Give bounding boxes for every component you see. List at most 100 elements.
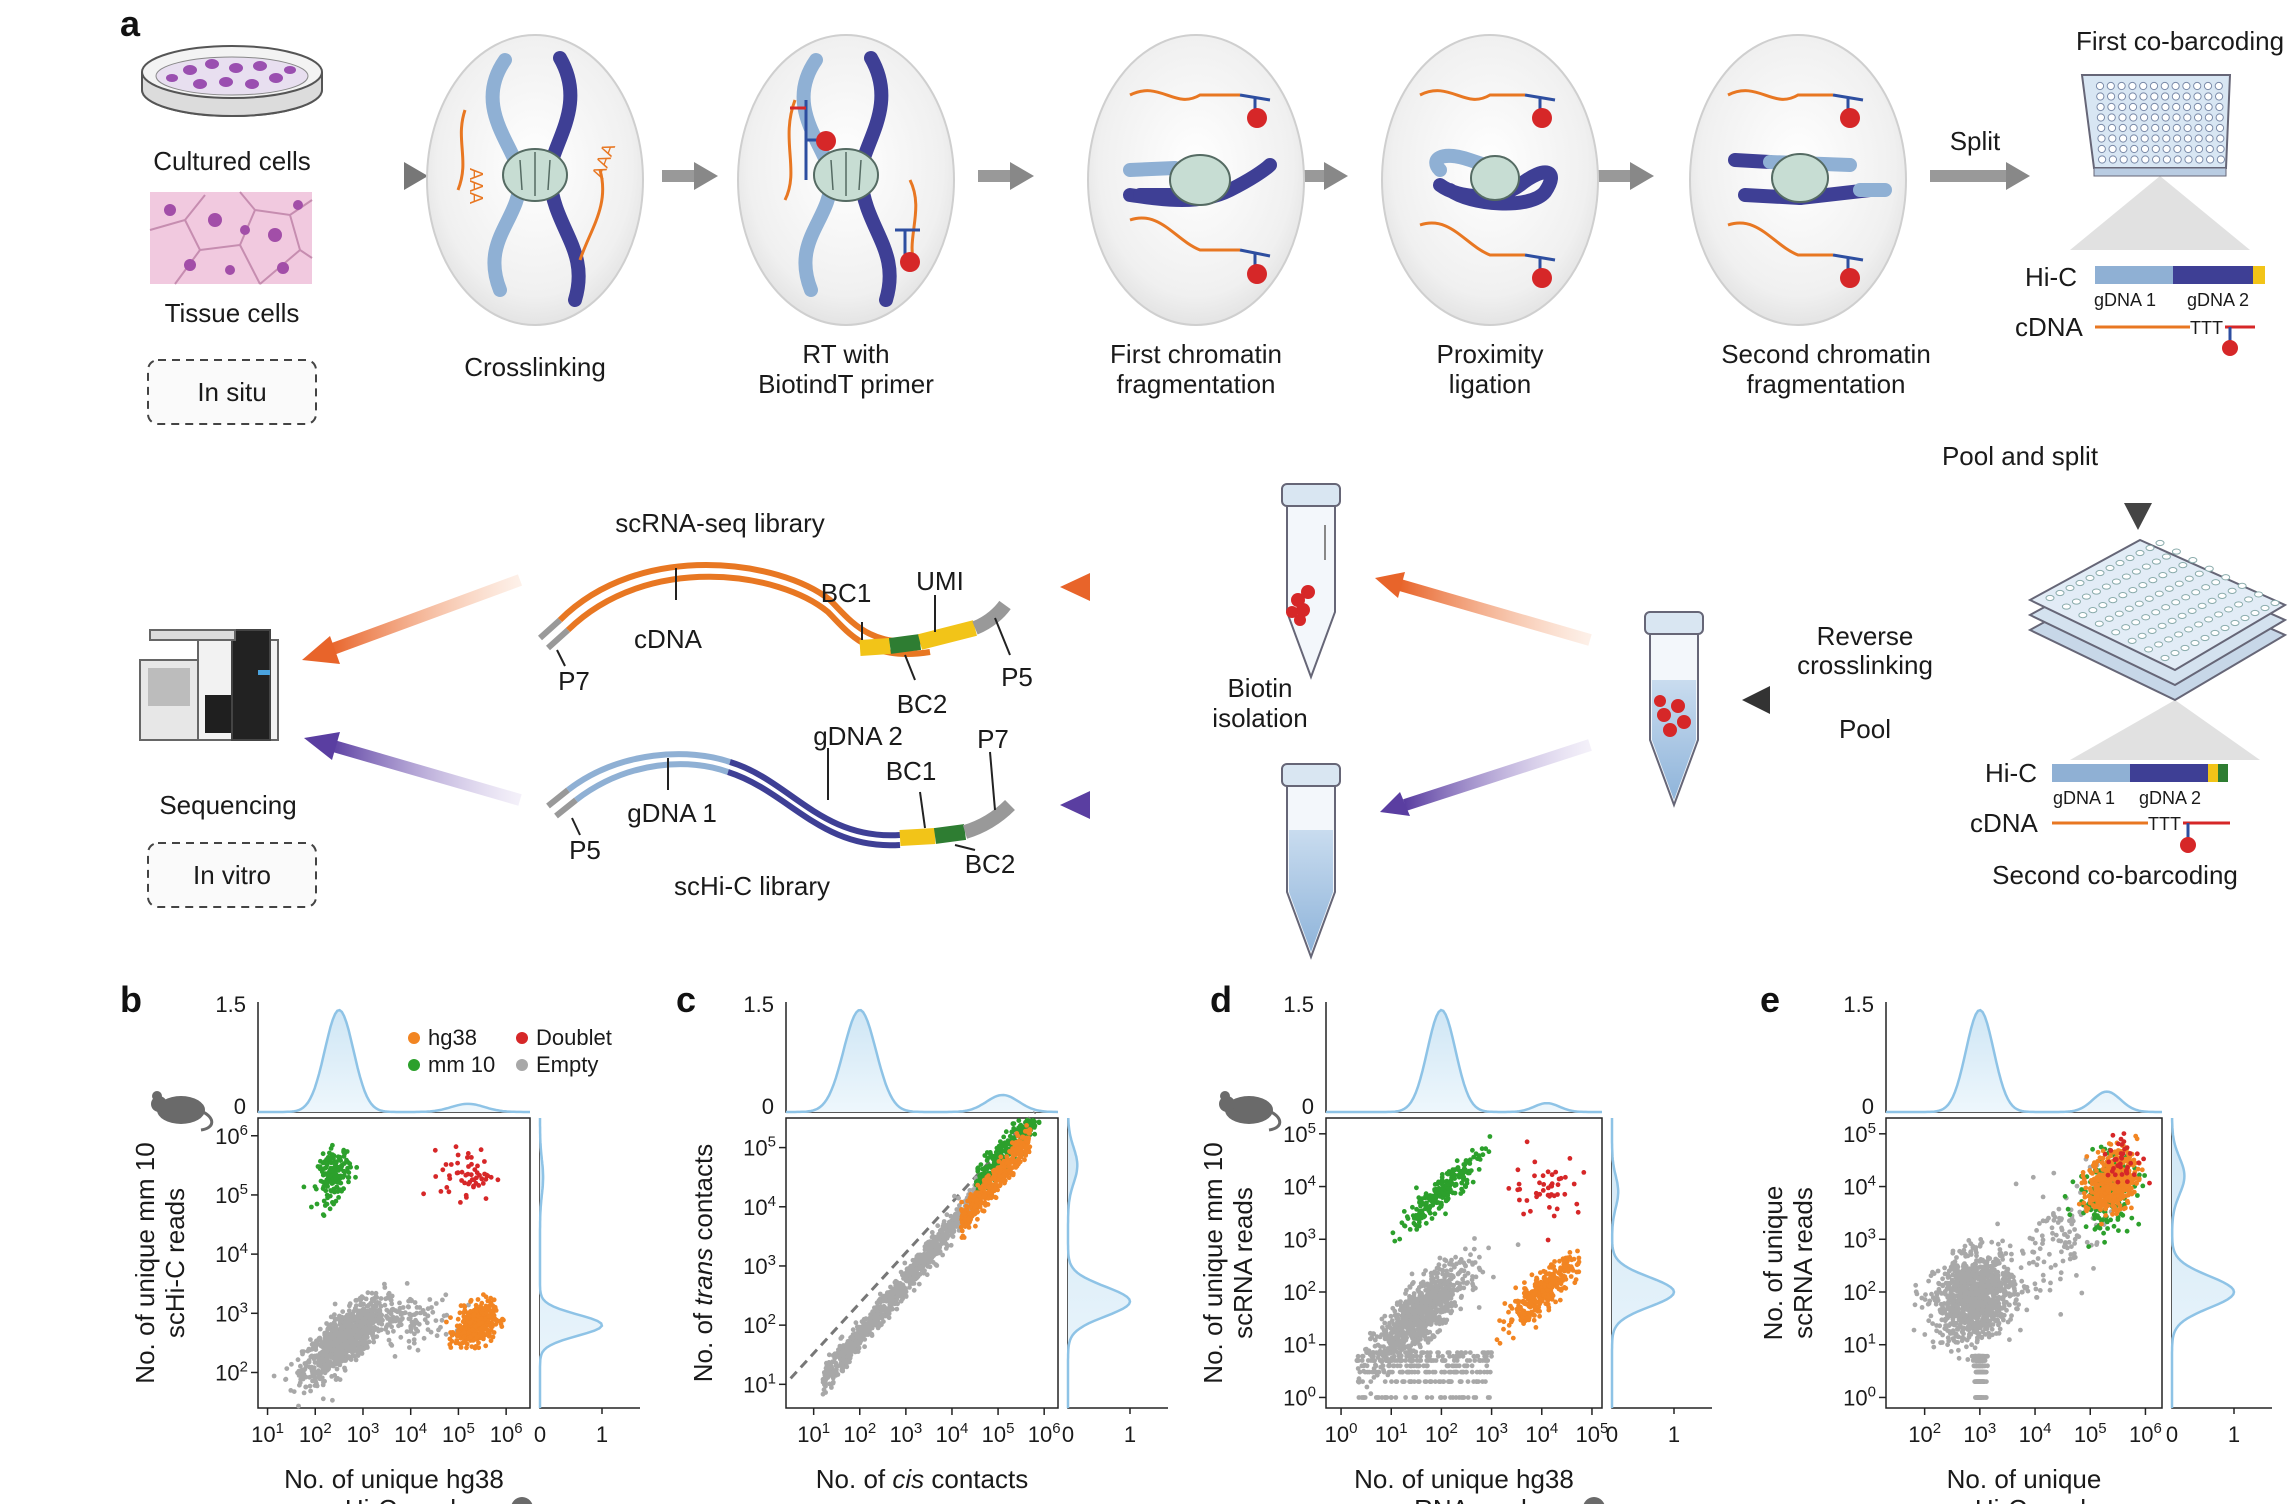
y-tick-label: 102 bbox=[1283, 1278, 1316, 1305]
well bbox=[2106, 81, 2115, 91]
point-doublet bbox=[482, 1159, 487, 1164]
schic-library-title: scHi-C library bbox=[674, 871, 830, 901]
point-doublet bbox=[488, 1174, 494, 1180]
x-axis-label: No. of unique hg38 bbox=[284, 1464, 504, 1494]
point-doublet bbox=[440, 1167, 446, 1173]
point-hg38 bbox=[967, 1210, 973, 1216]
frag2-label-line2: fragmentation bbox=[1747, 369, 1906, 399]
point-empty bbox=[1437, 1328, 1443, 1333]
well bbox=[2118, 592, 2128, 599]
point-empty bbox=[1462, 1273, 1468, 1279]
point-empty bbox=[1419, 1314, 1424, 1320]
point-hg38 bbox=[959, 1199, 964, 1205]
well bbox=[2151, 134, 2160, 143]
cultured-cells-label: Cultured cells bbox=[153, 146, 311, 176]
point-empty bbox=[943, 1246, 949, 1251]
well bbox=[2190, 639, 2200, 647]
point-empty bbox=[307, 1374, 312, 1380]
point-empty_grid bbox=[1397, 1358, 1402, 1363]
point-mm10 bbox=[1407, 1227, 1413, 1232]
well bbox=[2114, 610, 2124, 617]
right-density-tick: 0 bbox=[534, 1422, 546, 1447]
point-empty bbox=[409, 1297, 414, 1303]
point-empty_grid bbox=[1407, 1379, 1412, 1384]
right-density-axes bbox=[539, 1118, 640, 1409]
bc2-label-1: BC2 bbox=[897, 689, 948, 719]
point-hg38 bbox=[468, 1309, 473, 1314]
point-empty bbox=[443, 1292, 449, 1298]
point-empty bbox=[313, 1344, 319, 1350]
point-empty bbox=[1476, 1305, 1482, 1310]
well bbox=[2201, 584, 2211, 591]
point-empty bbox=[1409, 1327, 1415, 1333]
cdna-label-1: cDNA bbox=[2015, 312, 2084, 342]
point-hg38 bbox=[972, 1210, 978, 1215]
point-empty_grid bbox=[1471, 1353, 1477, 1359]
well bbox=[2217, 592, 2227, 599]
point-empty bbox=[1455, 1271, 1461, 1277]
point-empty_grid bbox=[1403, 1358, 1408, 1363]
point-empty bbox=[309, 1342, 315, 1347]
well bbox=[2078, 612, 2088, 619]
point-empty_grid bbox=[1365, 1358, 1371, 1363]
point-empty_grid bbox=[1460, 1353, 1466, 1359]
well bbox=[2117, 81, 2126, 91]
point-doublet bbox=[463, 1172, 469, 1178]
point-empty bbox=[382, 1281, 387, 1287]
well bbox=[2210, 629, 2220, 637]
point-empty bbox=[377, 1312, 382, 1318]
point-empty_grid bbox=[1355, 1353, 1361, 1359]
point-empty bbox=[935, 1223, 941, 1229]
well bbox=[2144, 595, 2154, 602]
point-empty_grid bbox=[1403, 1395, 1408, 1400]
hic-label-1: Hi-C bbox=[2025, 262, 2077, 292]
point-empty bbox=[1470, 1287, 1476, 1293]
point-mm10 bbox=[332, 1172, 338, 1177]
point-empty bbox=[1383, 1328, 1389, 1333]
well bbox=[2150, 113, 2159, 122]
point-empty bbox=[920, 1258, 925, 1264]
point-empty bbox=[308, 1337, 313, 1342]
well bbox=[2191, 589, 2201, 596]
point-empty_grid bbox=[1446, 1379, 1452, 1384]
point-mm10 bbox=[1016, 1125, 1021, 1131]
point-mm10 bbox=[1415, 1214, 1420, 1220]
point-hg38 bbox=[449, 1332, 455, 1338]
points-b bbox=[271, 1142, 506, 1409]
point-hg38 bbox=[966, 1217, 972, 1223]
point-mm10 bbox=[1461, 1177, 1466, 1183]
well bbox=[2105, 564, 2115, 572]
point-empty bbox=[289, 1361, 294, 1367]
point-empty bbox=[346, 1308, 352, 1314]
point-empty bbox=[927, 1264, 933, 1270]
point-empty bbox=[397, 1300, 402, 1306]
point-empty_grid bbox=[1386, 1358, 1391, 1363]
point-empty bbox=[1417, 1296, 1423, 1302]
well bbox=[2141, 563, 2151, 570]
well bbox=[2197, 602, 2207, 609]
point-empty bbox=[1394, 1323, 1399, 1329]
ttt-2: TTT bbox=[2148, 814, 2181, 834]
point-doublet bbox=[472, 1167, 478, 1172]
well bbox=[2172, 123, 2181, 133]
bc1-label-2: BC1 bbox=[886, 756, 937, 786]
point-mm10 bbox=[1024, 1117, 1030, 1123]
gdna1-label-1: gDNA 1 bbox=[2094, 290, 2156, 310]
point-doublet bbox=[464, 1195, 469, 1200]
point-hg38 bbox=[976, 1193, 982, 1199]
well bbox=[2097, 123, 2106, 133]
point-empty_grid bbox=[1359, 1395, 1365, 1400]
well bbox=[2108, 155, 2117, 164]
point-empty_grid bbox=[1396, 1353, 1402, 1359]
purple-arrow-to-tube bbox=[1403, 739, 1592, 811]
well bbox=[2188, 557, 2198, 564]
point-mm10 bbox=[1423, 1193, 1428, 1199]
point-mm10 bbox=[1432, 1211, 1438, 1217]
point-empty_grid bbox=[1397, 1363, 1403, 1369]
well bbox=[2177, 612, 2187, 619]
point-mm10 bbox=[332, 1189, 337, 1195]
point-empty bbox=[850, 1335, 856, 1341]
well bbox=[2184, 155, 2193, 164]
point-empty bbox=[317, 1361, 323, 1367]
point-empty_grid bbox=[1394, 1379, 1400, 1384]
